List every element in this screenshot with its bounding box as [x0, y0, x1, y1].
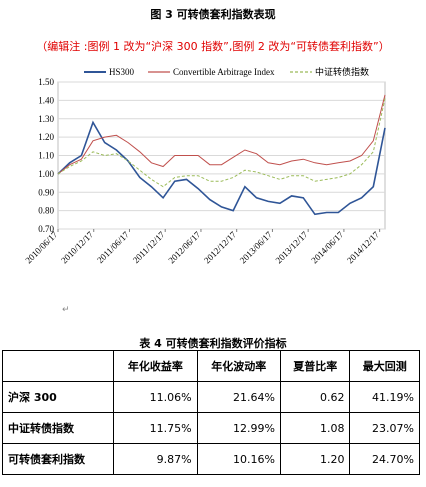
table-cell: 0.62 — [279, 381, 351, 413]
legend-label: Convertible Arbitrage Index — [173, 67, 275, 77]
table-row: 沪深 300 11.06% 21.64% 0.62 41.19% — [1, 381, 420, 413]
series-line-2 — [57, 98, 386, 188]
table-row: 中证转债指数 11.75% 12.99% 1.08 23.07% — [1, 412, 420, 444]
x-tick-label: 2014/06/17 — [309, 229, 345, 265]
figure-title: 图 3 可转债套利指数表现 — [150, 8, 276, 21]
y-tick-label: 0.90 — [38, 187, 54, 197]
x-tick-label: 2012/06/17 — [166, 229, 202, 265]
y-tick-label: 0.80 — [38, 206, 54, 216]
y-tick-label: 1.00 — [38, 169, 54, 179]
x-tick-label: 2014/12/17 — [345, 229, 381, 265]
legend-label: HS300 — [109, 67, 135, 77]
x-tick-label: 2010/06/17 — [23, 229, 59, 265]
table-cell: 21.64% — [196, 381, 281, 413]
table-header-cell: 夏普比率 — [279, 350, 351, 382]
x-tick-label: 2013/06/17 — [238, 229, 274, 265]
x-tick-label: 2011/06/17 — [95, 229, 131, 265]
table-cell: 12.99% — [196, 412, 281, 444]
y-tick-label: 1.10 — [38, 151, 54, 161]
table-cell: 9.87% — [113, 443, 198, 475]
paragraph-mark: ↵ — [62, 305, 70, 315]
editor-note: （编辑注 :图例 1 改为“沪深 300 指数”,图例 2 改为“可转债套利指数… — [36, 40, 390, 53]
table-cell: 11.75% — [113, 412, 198, 444]
y-tick-label: 1.20 — [38, 132, 54, 142]
table-cell: 1.20 — [279, 443, 351, 475]
y-tick-label: 1.40 — [38, 95, 54, 105]
table-cell: 中证转债指数 — [1, 412, 115, 444]
x-tick-label: 2011/12/17 — [131, 229, 167, 265]
table-header-row: 年化收益率 年化波动率 夏普比率 最大回测 — [1, 350, 420, 382]
y-tick-label: 0.70 — [38, 224, 54, 234]
table-header-cell: 最大回测 — [349, 350, 420, 382]
series-line-1 — [57, 94, 386, 175]
y-tick-label: 1.50 — [38, 77, 54, 87]
table-cell: 可转债套利指数 — [1, 443, 115, 475]
metrics-table: 年化收益率 年化波动率 夏普比率 最大回测 沪深 300 11.06% 21.6… — [1, 350, 420, 475]
y-tick-label: 1.30 — [38, 114, 54, 124]
table-header-cell — [1, 350, 115, 382]
table-header-cell: 年化收益率 — [113, 350, 198, 382]
x-tick-label: 2013/12/17 — [274, 229, 310, 265]
series-line-0 — [57, 120, 386, 216]
legend-label: 中证转债指数 — [315, 66, 369, 78]
x-tick-label: 2010/12/17 — [59, 229, 95, 265]
table-cell: 11.06% — [113, 381, 198, 413]
table-cell: 沪深 300 — [1, 381, 115, 413]
table-title: 表 4 可转债套利指数评价指标 — [139, 337, 287, 350]
table-row: 可转债套利指数 9.87% 10.16% 1.20 24.70% — [1, 443, 420, 475]
table-cell: 10.16% — [196, 443, 281, 475]
table-cell: 41.19% — [349, 381, 420, 413]
x-tick-label: 2012/12/17 — [202, 229, 238, 265]
table-cell: 1.08 — [279, 412, 351, 444]
table-cell: 24.70% — [349, 443, 420, 475]
line-chart: 0.70 0.80 0.90 1.00 1.10 1.20 1.30 1.40 1.50 2010… — [23, 66, 386, 265]
table-header-cell: 年化波动率 — [196, 350, 281, 382]
table-cell: 23.07% — [349, 412, 420, 444]
